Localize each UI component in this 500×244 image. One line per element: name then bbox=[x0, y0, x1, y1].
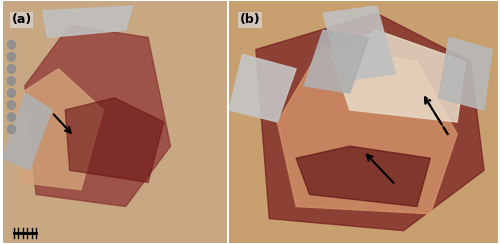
Polygon shape bbox=[2, 93, 52, 170]
Circle shape bbox=[8, 77, 16, 85]
Circle shape bbox=[8, 101, 16, 110]
Polygon shape bbox=[304, 30, 368, 93]
Text: (b): (b) bbox=[240, 13, 260, 26]
Polygon shape bbox=[323, 6, 396, 81]
Circle shape bbox=[8, 125, 16, 134]
Polygon shape bbox=[25, 25, 171, 206]
Polygon shape bbox=[43, 6, 132, 37]
Polygon shape bbox=[278, 45, 457, 214]
Polygon shape bbox=[331, 30, 466, 122]
Polygon shape bbox=[65, 98, 164, 183]
Polygon shape bbox=[296, 146, 430, 206]
Polygon shape bbox=[229, 54, 296, 122]
Polygon shape bbox=[14, 69, 104, 190]
Polygon shape bbox=[438, 37, 492, 110]
Circle shape bbox=[8, 64, 16, 73]
Circle shape bbox=[8, 89, 16, 97]
Circle shape bbox=[8, 113, 16, 122]
Polygon shape bbox=[256, 13, 484, 231]
Circle shape bbox=[8, 40, 16, 49]
Circle shape bbox=[8, 52, 16, 61]
Text: (a): (a) bbox=[12, 13, 32, 26]
